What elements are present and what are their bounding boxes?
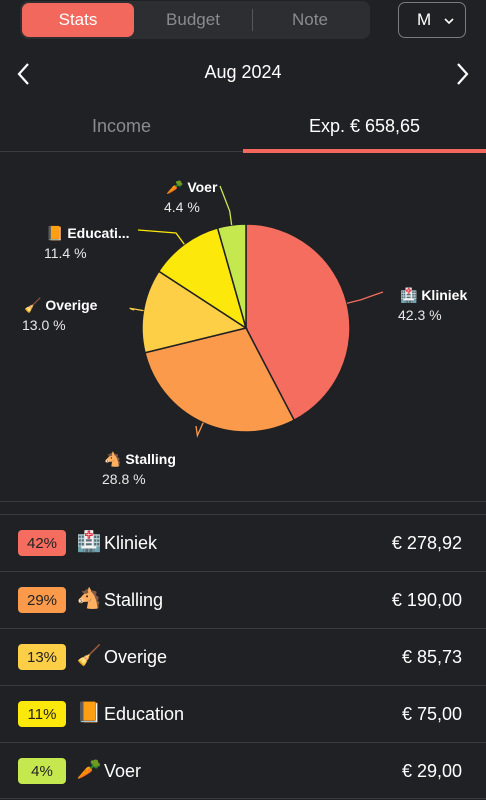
percent-badge: 11% (18, 701, 66, 727)
pie-slice-percent: 28.8 % (102, 471, 146, 487)
pie-slice-percent: 11.4 % (44, 245, 87, 261)
percent-badge: 42% (18, 530, 66, 556)
tab-expense[interactable]: Exp. € 658,65 (243, 100, 486, 153)
pie-leader-line (129, 307, 144, 312)
view-segmented-control: Stats Budget Note (20, 1, 370, 39)
category-name: Kliniek (104, 533, 158, 553)
category-name: Voer (104, 761, 142, 781)
list-item[interactable]: 13% 🧹 Overige € 85,73 (0, 628, 486, 685)
pie-chart-svg: 🏥 Kliniek 42.3 % 🐴 Stalling 28.8 % 🧹 Overige… (22, 179, 467, 487)
pie-leader-line (346, 291, 384, 304)
pie-slice-percent: 13.0 % (22, 317, 66, 333)
category-amount: € 85,73 (401, 647, 462, 667)
pie-slice[interactable] (144, 327, 296, 433)
top-bar: Stats Budget Note M (0, 0, 486, 44)
type-tabs: Income Exp. € 658,65 (0, 100, 486, 153)
category-icon: 🏥 (76, 531, 102, 553)
tab-stats[interactable]: Stats (22, 3, 134, 37)
period-select[interactable]: M (398, 2, 466, 38)
segment-divider (252, 9, 253, 31)
category-amount: € 190,00 (391, 590, 462, 610)
pie-slice-label: 🏥 Kliniek (400, 287, 467, 304)
pie-leader-line (137, 229, 185, 245)
pie-slice[interactable] (141, 270, 248, 354)
list-item[interactable]: 42% 🏥 Kliniek € 278,92 (0, 514, 486, 571)
list-item[interactable]: 11% 📙 Education € 75,00 (0, 685, 486, 742)
month-title: Aug 2024 (204, 62, 282, 82)
category-icon: 🐴 (76, 588, 102, 610)
tab-income[interactable]: Income (91, 115, 152, 136)
list-item[interactable]: 29% 🐴 Stalling € 190,00 (0, 571, 486, 628)
month-navigation: Aug 2024 (0, 52, 486, 94)
pie-slice-percent: 4.4 % (164, 199, 200, 215)
list-item[interactable]: 4% 🥕 Voer € 29,00 (0, 742, 486, 799)
percent-badge: 13% (18, 644, 66, 670)
percent-badge: 4% (18, 758, 66, 784)
percent-badge: 29% (18, 587, 66, 613)
pie-leader-line (219, 185, 233, 226)
period-select-value: M (417, 10, 432, 29)
category-name: Overige (104, 647, 168, 667)
category-list: 42% 🏥 Kliniek € 278,92 29% 🐴 Stalling € 190,00 1… (0, 514, 486, 799)
category-amount: € 29,00 (401, 761, 462, 781)
pie-slice[interactable] (245, 223, 351, 422)
category-icon: 📙 (76, 702, 102, 724)
category-icon: 🧹 (76, 645, 102, 667)
pie-slice-percent: 42.3 % (398, 307, 442, 323)
pie-leader-line (195, 422, 204, 438)
category-name: Stalling (104, 590, 164, 610)
category-icon: 🥕 (76, 759, 102, 781)
chevron-down-icon (443, 13, 455, 33)
chevron-left-icon[interactable] (16, 62, 32, 91)
chevron-right-icon[interactable] (454, 62, 470, 91)
tab-budget[interactable]: Budget (166, 10, 220, 29)
pie-slice-label: 🥕 Voer (166, 179, 218, 195)
tab-note[interactable]: Note (292, 10, 328, 29)
pie-slice-label: 🐴 Stalling (104, 451, 176, 468)
pie-chart: 🏥 Kliniek 42.3 % 🐴 Stalling 28.8 % 🧹 Overige… (0, 152, 486, 502)
category-amount: € 278,92 (391, 533, 462, 553)
pie-slice-label: 📙 Educati... (46, 225, 130, 241)
pie-slice-label: 🧹 Overige (24, 297, 98, 314)
category-name: Education (104, 704, 185, 724)
category-amount: € 75,00 (401, 704, 462, 724)
